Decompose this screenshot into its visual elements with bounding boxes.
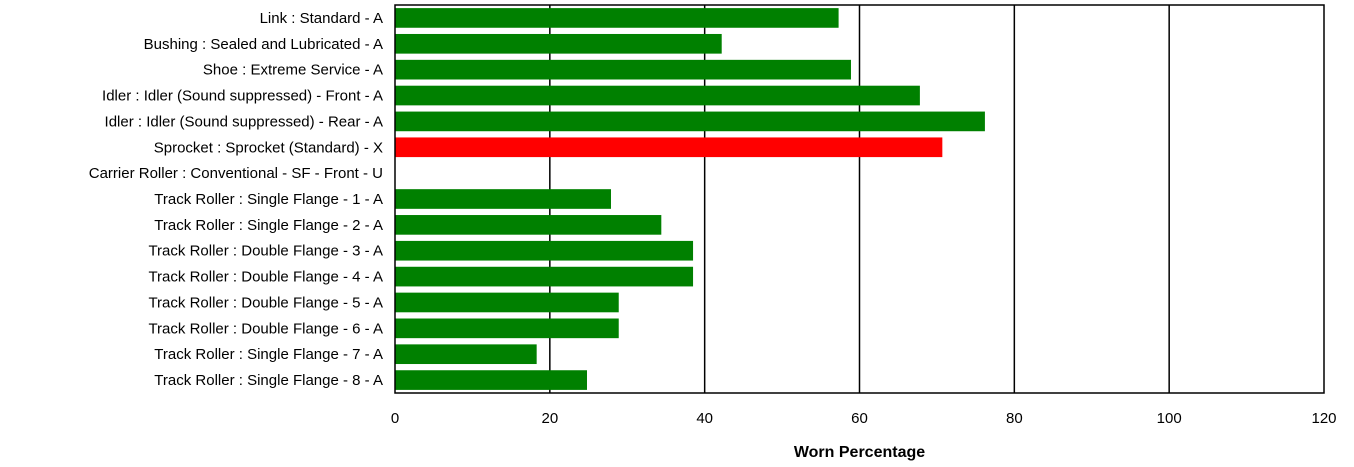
bar-8 [395, 215, 662, 235]
bar-10 [395, 266, 694, 287]
category-label: Track Roller : Single Flange - 7 - A [154, 346, 383, 363]
category-label: Track Roller : Double Flange - 5 - A [148, 294, 383, 311]
bar-11 [395, 292, 619, 313]
category-label: Track Roller : Single Flange - 8 - A [154, 372, 383, 389]
category-label: Idler : Idler (Sound suppressed) - Rear … [105, 113, 383, 130]
x-tick-label: 80 [1006, 410, 1023, 427]
bars [395, 8, 985, 390]
category-label: Shoe : Extreme Service - A [203, 62, 383, 79]
x-axis-title: Worn Percentage [794, 444, 925, 461]
bar-9 [395, 240, 694, 261]
category-label: Track Roller : Single Flange - 2 - A [154, 217, 383, 234]
bar-13 [395, 344, 537, 365]
category-label: Track Roller : Double Flange - 6 - A [148, 320, 383, 337]
category-label: Carrier Roller : Conventional - SF - Fro… [89, 165, 383, 182]
x-tick-label: 0 [391, 410, 399, 427]
x-tick-label: 40 [696, 410, 713, 427]
bar-2 [395, 59, 851, 80]
category-label: Track Roller : Double Flange - 3 - A [148, 243, 383, 260]
x-tick-label: 100 [1157, 410, 1182, 427]
x-tick-label: 120 [1311, 410, 1336, 427]
bar-3 [395, 85, 920, 106]
bar-12 [395, 318, 619, 339]
category-label: Sprocket : Sprocket (Standard) - X [154, 139, 383, 156]
category-label: Idler : Idler (Sound suppressed) - Front… [102, 88, 383, 105]
category-labels: Link : Standard - A Bushing : Sealed and … [89, 10, 383, 389]
bar-0 [395, 8, 839, 28]
plot-frame [394, 4, 1325, 394]
x-tick-label: 60 [851, 410, 868, 427]
bar-7 [395, 189, 611, 209]
bar-5 [395, 137, 943, 158]
category-label: Bushing : Sealed and Lubricated - A [144, 36, 383, 53]
x-tick-label: 20 [541, 410, 558, 427]
x-tick-labels: 0 20 40 60 80 100 120 [391, 410, 1337, 427]
category-label: Link : Standard - A [260, 10, 383, 27]
category-label: Track Roller : Single Flange - 1 - A [154, 191, 383, 208]
bar-4 [395, 111, 985, 132]
bar-1 [395, 33, 722, 54]
bar-14 [395, 370, 587, 390]
category-label: Track Roller : Double Flange - 4 - A [148, 269, 383, 286]
